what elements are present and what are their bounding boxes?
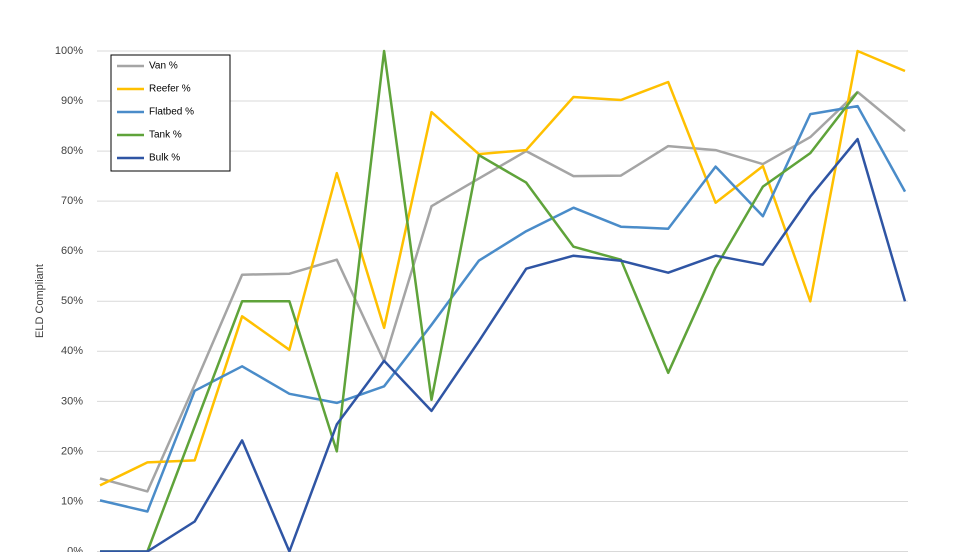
y-axis-label: ELD Compliant (34, 264, 46, 338)
y-tick-label: 50% (61, 295, 83, 307)
legend-label: Flatbed % (149, 107, 194, 118)
series-line (100, 137, 907, 552)
y-tick-label: 30% (61, 395, 83, 407)
y-tick-label: 100% (55, 45, 83, 57)
legend-label: Bulk % (149, 153, 180, 164)
series-line (100, 49, 859, 552)
legend-label: Tank % (149, 130, 182, 141)
y-tick-label: 0% (67, 545, 83, 552)
y-tick-label: 90% (61, 95, 83, 107)
y-tick-label: 60% (61, 245, 83, 257)
y-tick-label: 10% (61, 495, 83, 507)
series-line (99, 90, 906, 493)
y-tick-label: 20% (61, 445, 83, 457)
legend-label: Reefer % (149, 84, 191, 95)
y-tick-label: 70% (61, 195, 83, 207)
y-tick-label: 40% (61, 345, 83, 357)
legend-label: Van % (149, 61, 178, 72)
y-tick-label: 80% (61, 145, 83, 157)
series-line (99, 49, 906, 487)
series-line (99, 104, 907, 513)
